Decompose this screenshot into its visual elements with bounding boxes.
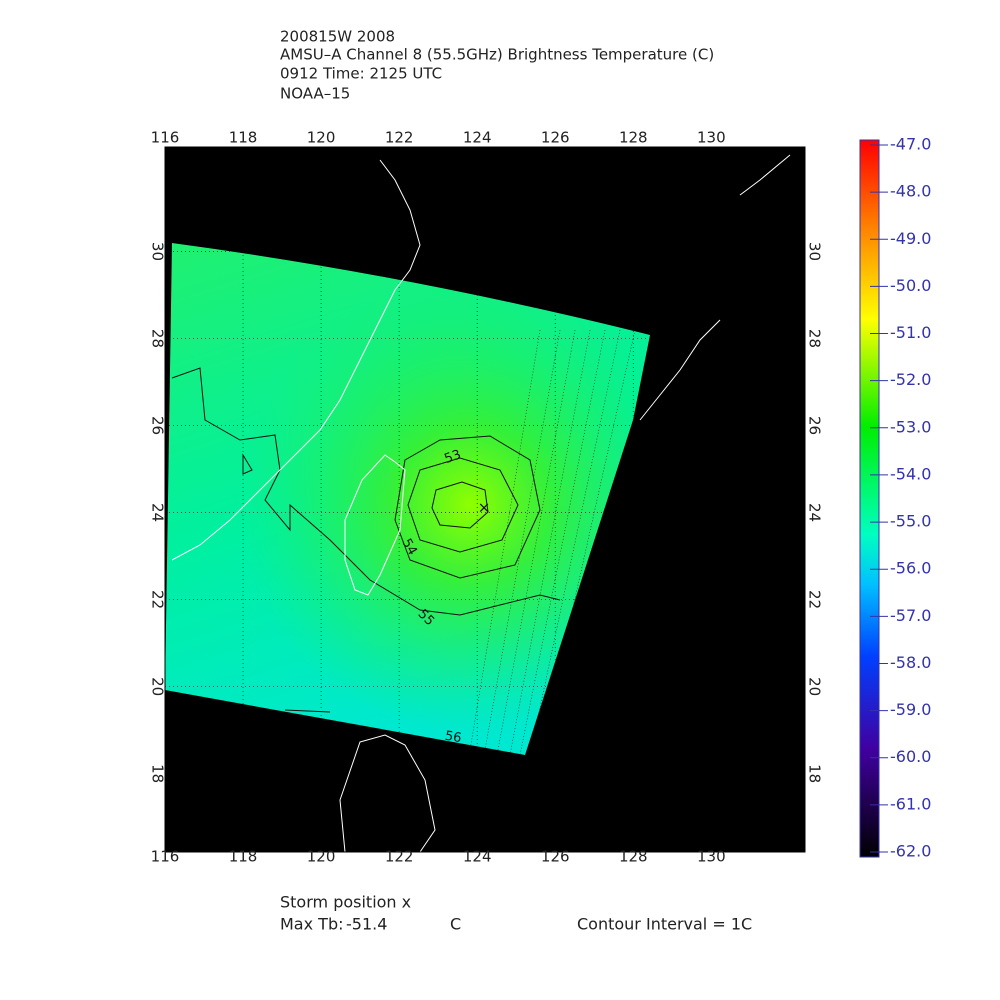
colorbar-tick-label: -48.0 (890, 182, 931, 201)
coastline (344, 454, 406, 596)
footer: Storm position x Max Tb: -51.4 C Contour… (280, 893, 752, 934)
lat-tick-label: 18 (806, 764, 824, 783)
contour (394, 435, 541, 579)
contour (407, 457, 519, 553)
lon-tick-label: 130 (697, 129, 726, 147)
lon-tick-label: 130 (697, 848, 726, 866)
colorbar-tick-label: -56.0 (890, 559, 931, 578)
lon-tick-label: 118 (229, 848, 258, 866)
contour-label: 54 (399, 536, 420, 558)
colorbar-tick-label: -61.0 (890, 794, 931, 813)
colorbar-tick-label: -49.0 (890, 229, 931, 248)
contour (284, 709, 331, 713)
colorbar-tick-label: -62.0 (890, 842, 931, 861)
edge-hatching (469, 329, 636, 755)
lat-tick-label: 22 (806, 590, 824, 609)
colorbar-tick-label: -53.0 (890, 417, 931, 436)
colorbar-tick-label: -60.0 (890, 747, 931, 766)
title-line: 0912 Time: 2125 UTC (280, 65, 442, 83)
coastline (739, 154, 791, 196)
lon-tick-label: 126 (541, 848, 570, 866)
axes: 116 116 118 118 120 120 122 122 124 124 126 126 128 1… (148, 129, 823, 866)
lon-tick-label: 120 (307, 129, 336, 147)
coastline (639, 319, 721, 421)
header: 200815W 2008 AMSU–A Channel 8 (55.5GHz) … (280, 28, 714, 103)
contours (171, 367, 561, 713)
storm-marker: × (478, 499, 491, 517)
lon-tick-label: 128 (619, 848, 648, 866)
max-tb-label: Max Tb: (280, 915, 343, 934)
contour (242, 453, 253, 475)
colorbar-tick-label: -59.0 (890, 700, 931, 719)
coastline (339, 734, 436, 853)
title-line: NOAA–15 (280, 85, 350, 103)
colorbar-tick-label: -55.0 (890, 512, 931, 531)
lat-tick-label: 26 (149, 416, 167, 435)
colorbar-tick-label: -50.0 (890, 276, 931, 295)
lon-tick-label: 116 (151, 848, 180, 866)
contour-label: 56 (444, 729, 463, 747)
title-line: 200815W 2008 (280, 28, 395, 46)
colorbar-tick-label: -51.0 (890, 323, 931, 342)
contour (431, 481, 489, 529)
lat-tick-label: 30 (806, 242, 824, 261)
colorbar-tick-label: -54.0 (890, 464, 931, 483)
colorbar-tick-label: -47.0 (890, 135, 931, 154)
lat-tick-label: 18 (149, 764, 167, 783)
lon-tick-label: 124 (463, 129, 492, 147)
lat-tick-label: 28 (149, 329, 167, 348)
max-tb-value: -51.4 (346, 915, 387, 934)
colorbar-tick-label: -58.0 (890, 653, 931, 672)
swath-warm-core (165, 243, 650, 755)
map-frame (164, 146, 806, 853)
contour (171, 367, 561, 616)
lat-tick-label: 20 (149, 677, 167, 696)
lon-tick-label: 122 (385, 129, 414, 147)
lon-tick-label: 126 (541, 129, 570, 147)
map: × 53 54 55 56 (164, 146, 806, 853)
colorbar-tick-label: -52.0 (890, 370, 931, 389)
lon-tick-label: 120 (307, 848, 336, 866)
coastline (171, 159, 421, 561)
colorbar-tick-label: -57.0 (890, 606, 931, 625)
lat-tick-label: 30 (148, 242, 166, 261)
colorbar-ramp (859, 139, 880, 858)
contour-label: 53 (442, 447, 463, 467)
lon-tick-label: 122 (385, 848, 414, 866)
coastlines (171, 154, 791, 853)
contour-interval: Contour Interval = 1C (577, 915, 752, 934)
lat-tick-label: 26 (806, 416, 824, 435)
lat-tick-label: 28 (806, 329, 824, 348)
storm-position: Storm position x (280, 893, 411, 912)
lon-tick-label: 124 (463, 848, 492, 866)
lat-tick-label: 22 (149, 590, 167, 609)
lat-tick-label: 24 (806, 503, 824, 522)
lon-tick-label: 116 (151, 129, 180, 147)
title-line: AMSU–A Channel 8 (55.5GHz) Brightness Te… (280, 46, 714, 64)
colorbar: -47.0 -48.0 -49.0 -50.0 -51.0 -52.0 -53.0 -54.0… (859, 135, 931, 861)
lon-tick-label: 128 (619, 129, 648, 147)
lat-tick-label: 24 (149, 503, 167, 522)
lon-tick-label: 118 (229, 129, 258, 147)
max-tb-unit: C (450, 915, 461, 934)
lat-tick-label: 20 (806, 677, 824, 696)
